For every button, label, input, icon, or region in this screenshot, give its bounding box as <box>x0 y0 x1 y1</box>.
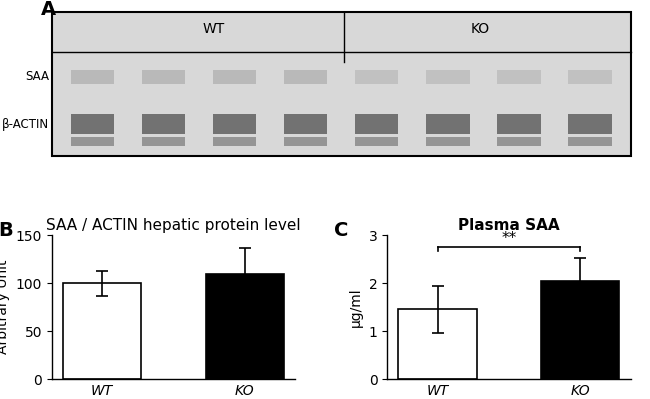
Bar <box>497 69 541 84</box>
Bar <box>355 114 398 134</box>
Bar <box>398 310 477 379</box>
Bar <box>213 114 256 134</box>
Text: **: ** <box>501 231 517 246</box>
Bar <box>205 275 284 379</box>
Text: C: C <box>334 221 348 240</box>
Bar <box>426 114 469 134</box>
Bar <box>213 69 256 84</box>
Text: B: B <box>0 221 13 240</box>
Title: Plasma SAA: Plasma SAA <box>458 217 560 233</box>
Bar <box>142 69 185 84</box>
Bar <box>71 137 114 146</box>
Bar <box>568 137 612 146</box>
Bar <box>142 114 185 134</box>
Bar <box>71 69 114 84</box>
Bar <box>568 69 612 84</box>
Bar <box>284 69 328 84</box>
Bar <box>63 283 142 379</box>
Bar <box>497 137 541 146</box>
Text: SAA: SAA <box>25 70 49 83</box>
Bar <box>568 114 612 134</box>
Bar <box>426 69 469 84</box>
Bar <box>213 137 256 146</box>
Text: A: A <box>40 0 55 20</box>
Bar <box>71 114 114 134</box>
Bar <box>355 69 398 84</box>
Bar <box>355 137 398 146</box>
Text: KO: KO <box>471 22 489 36</box>
Bar <box>142 137 185 146</box>
Text: WT: WT <box>203 22 225 36</box>
Bar <box>497 114 541 134</box>
Title: SAA / ACTIN hepatic protein level: SAA / ACTIN hepatic protein level <box>46 217 301 233</box>
Y-axis label: Arbitrary Unit: Arbitrary Unit <box>0 260 10 354</box>
Bar <box>284 114 328 134</box>
Bar <box>284 137 328 146</box>
Text: β-ACTIN: β-ACTIN <box>2 118 49 131</box>
Bar <box>541 280 619 379</box>
Bar <box>426 137 469 146</box>
Y-axis label: μg/ml: μg/ml <box>349 287 363 327</box>
